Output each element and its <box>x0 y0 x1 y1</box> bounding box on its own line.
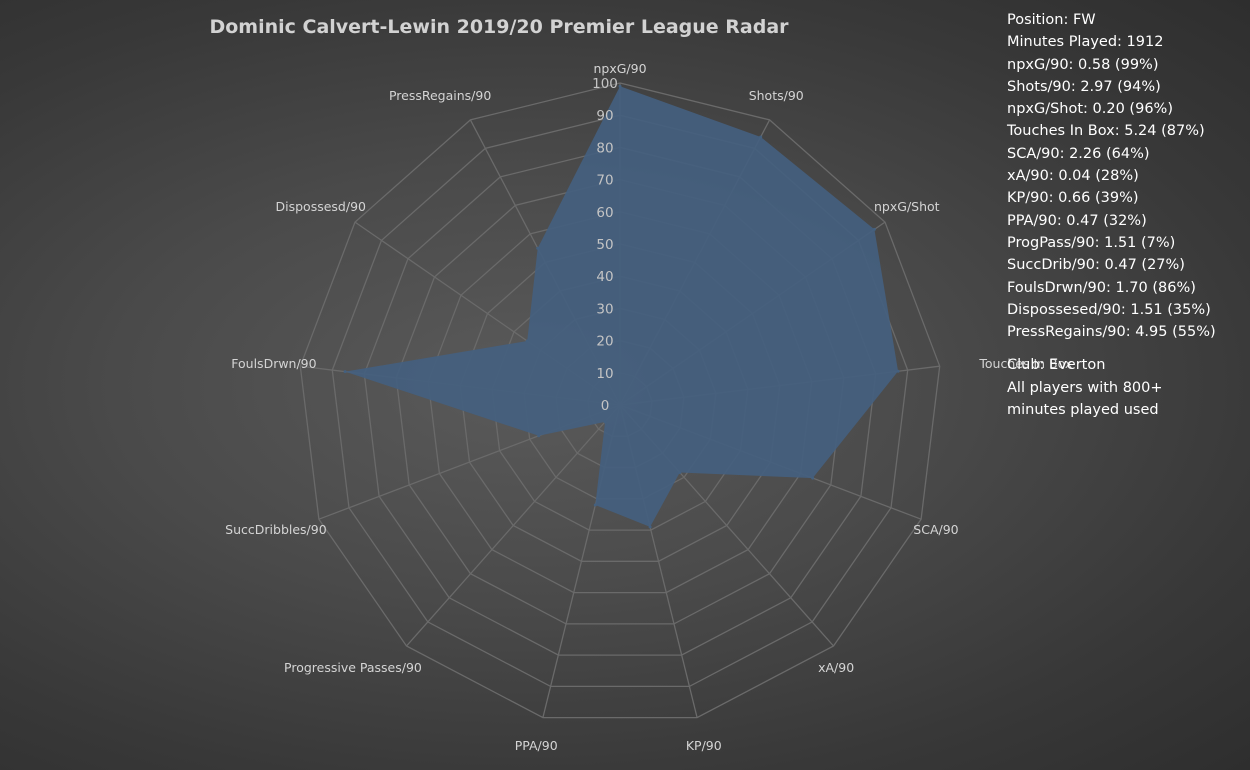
tick-label-80: 80 <box>596 140 613 156</box>
info-stat-line: npxG/Shot: 0.20 (96%) <box>1007 101 1173 118</box>
axis-label-2: Shots/90 <box>749 88 804 103</box>
data-point-8 <box>593 503 597 507</box>
data-point-12 <box>525 339 529 343</box>
tick-label-0: 0 <box>601 398 610 414</box>
axis-label-13: PressRegains/90 <box>389 88 491 103</box>
radar-series <box>343 84 900 529</box>
info-stat-line: FoulsDrwn/90: 1.70 (86%) <box>1007 279 1196 296</box>
info-stat-line: xA/90: 0.04 (28%) <box>1007 168 1139 185</box>
info-stat-line: PPA/90: 0.47 (32%) <box>1007 212 1147 229</box>
axis-label-7: KP/90 <box>686 738 722 753</box>
data-point-6 <box>678 471 682 474</box>
tick-label-90: 90 <box>596 108 613 124</box>
tick-label-20: 20 <box>596 334 613 350</box>
data-point-10 <box>537 434 541 438</box>
axis-label-9: Progressive Passes/90 <box>284 660 422 675</box>
axis-label-4: Touches In Box <box>978 356 1072 371</box>
data-point-1 <box>618 84 622 88</box>
axis-label-6: xA/90 <box>818 660 854 675</box>
info-note-line: All players with 800+ <box>1007 379 1163 396</box>
grid-spoke <box>406 404 621 647</box>
info-stat-line: SuccDrib/90: 0.47 (27%) <box>1007 257 1185 274</box>
axis-label-10: SuccDribbles/90 <box>225 522 327 537</box>
info-stat-line: SCA/90: 2.26 (64%) <box>1007 145 1150 162</box>
info-note-line: minutes played used <box>1007 402 1159 419</box>
chart-title-text: Dominic Calvert-Lewin 2019/20 Premier Le… <box>209 16 789 38</box>
axis-label-5: SCA/90 <box>913 522 958 537</box>
info-spacer <box>1007 343 1247 354</box>
info-stat-line: Minutes Played: 1912 <box>1007 34 1164 51</box>
series-area <box>345 86 899 527</box>
info-stat-line: Dispossesed/90: 1.51 (35%) <box>1007 301 1211 318</box>
tick-label-70: 70 <box>596 173 613 189</box>
info-stat-line: Position: FW <box>1007 12 1096 28</box>
info-stat-line: Shots/90: 2.97 (94%) <box>1007 78 1161 95</box>
info-panel: Position: FW Minutes Played: 1912 npxG/90:… <box>1007 9 1247 421</box>
tick-label-30: 30 <box>596 301 613 317</box>
data-point-4 <box>896 369 900 373</box>
grid-ring-100 <box>299 82 941 719</box>
info-stat-line: KP/90: 0.66 (39%) <box>1007 190 1139 207</box>
data-point-7 <box>648 525 652 529</box>
info-note-line: Club: Everton <box>1007 357 1106 374</box>
tick-label-50: 50 <box>596 237 613 253</box>
radar-axis-labels: npxG/90 Shots/90 npxG/Shot Touches In Box SC… <box>225 61 1072 753</box>
radar-tick-labels: 0 10 20 30 40 50 60 70 80 90 100 <box>592 76 618 414</box>
info-stat-line: Touches In Box: 5.24 (87%) <box>1007 123 1205 140</box>
data-point-11 <box>343 370 347 374</box>
axis-label-3: npxG/Shot <box>874 199 940 214</box>
data-point-3 <box>872 227 876 231</box>
chart-title: Dominic Calvert-Lewin 2019/20 Premier Le… <box>0 16 1246 38</box>
data-point-9 <box>603 420 607 424</box>
data-point-5 <box>811 476 815 480</box>
axis-label-8: PPA/90 <box>515 738 558 753</box>
info-stat-line: npxG/90: 0.58 (99%) <box>1007 56 1159 73</box>
axis-label-12: Dispossesd/90 <box>276 199 367 214</box>
tick-label-10: 10 <box>596 366 613 382</box>
axis-label-11: FoulsDrwn/90 <box>231 356 316 371</box>
tick-label-60: 60 <box>596 205 613 221</box>
data-point-13 <box>536 246 540 250</box>
info-stat-line: ProgPass/90: 1.51 (7%) <box>1007 234 1176 251</box>
tick-label-40: 40 <box>596 269 613 285</box>
tick-label-100: 100 <box>592 76 618 92</box>
data-point-2 <box>759 135 763 139</box>
info-stat-line: PressRegains/90: 4.95 (55%) <box>1007 324 1216 341</box>
axis-label-1: npxG/90 <box>593 61 646 76</box>
